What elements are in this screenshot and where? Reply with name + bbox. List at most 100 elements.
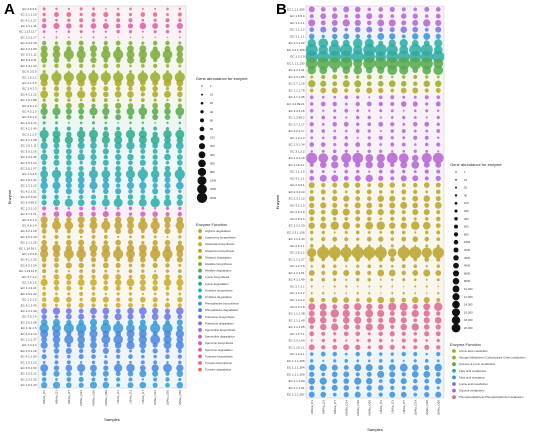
bubble-point: [52, 335, 61, 344]
bubble-point: [436, 345, 441, 350]
bubble-point: [78, 354, 84, 360]
bubble-point: [153, 354, 157, 359]
bubble-point: [178, 98, 182, 102]
bubble-point: [434, 39, 443, 48]
bubble-point: [178, 115, 182, 119]
bubble-point: [343, 182, 350, 189]
enzyme-tick-label: EC 1.2.1.51: [289, 271, 305, 275]
bubble-point: [354, 391, 361, 398]
bubble-point: [367, 34, 372, 39]
bubble-point: [116, 149, 121, 154]
bubble-point: [342, 316, 350, 324]
bubble-point: [115, 273, 121, 280]
bubble-point: [116, 70, 120, 73]
bubble-point: [367, 122, 372, 127]
bubble-point: [164, 188, 171, 195]
bubble-point: [54, 360, 59, 365]
row-band: [306, 208, 444, 216]
bubble-point: [103, 240, 109, 245]
bubble-point: [305, 57, 318, 70]
bubble-point: [436, 237, 441, 242]
bubble-point: [411, 221, 420, 230]
bubble-point: [41, 302, 47, 308]
bubble-point: [424, 135, 429, 140]
bubble-point: [165, 212, 170, 217]
bubble-point: [308, 303, 316, 311]
bubble-point: [54, 177, 59, 183]
bubble-point: [351, 246, 364, 259]
size-legend-dot: [197, 184, 207, 195]
bubble-point: [127, 91, 134, 98]
bubble-point: [66, 296, 72, 303]
bubble-point: [127, 103, 134, 109]
bubble-point: [320, 391, 327, 398]
bubble-point: [424, 95, 429, 100]
bubble-point: [66, 354, 71, 359]
bubble-point: [320, 13, 327, 20]
bubble-point: [42, 115, 47, 120]
bubble-point: [423, 303, 431, 311]
bubble-point: [53, 45, 60, 53]
row-band: [306, 215, 444, 223]
bubble-point: [437, 292, 440, 295]
bubble-point: [152, 297, 158, 303]
size-legend-dot: [452, 270, 460, 277]
bubble-point: [53, 57, 60, 63]
bubble-point: [42, 349, 46, 353]
size-legend-label: 10,000: [464, 287, 473, 291]
row-band: [306, 168, 444, 175]
bubble-point: [390, 88, 395, 93]
bubble-point: [53, 86, 60, 92]
plot-area: [305, 5, 445, 399]
row-band: [38, 188, 186, 195]
bubble-point: [413, 264, 418, 269]
bubble-point: [127, 336, 134, 343]
size-legend-label: 16,000: [464, 310, 473, 314]
bubble-point: [332, 270, 338, 276]
bubble-point: [378, 101, 383, 107]
bubble-point: [164, 153, 171, 161]
row-band: [38, 85, 186, 92]
bubble-point: [378, 331, 383, 337]
bubble-point: [137, 72, 148, 83]
bubble-point: [436, 115, 440, 120]
bubble-point: [42, 30, 46, 34]
bubble-point: [412, 13, 418, 19]
bubble-point: [52, 50, 61, 59]
bubble-point: [400, 80, 407, 87]
bubble-point: [54, 12, 59, 18]
enzyme-tick-label: EC 1.2.1.5: [22, 298, 37, 302]
enzyme-tick-label: EC 4.2.1.51: [21, 189, 37, 193]
bubble-point: [437, 285, 440, 288]
row-band: [306, 262, 444, 270]
bubble-point: [378, 338, 383, 343]
bubble-point: [413, 135, 418, 140]
bubble-point: [66, 131, 72, 137]
size-legend-title: Gene abundance for enzyme: [196, 76, 248, 81]
enzyme-tick-label: EC 2.6.1.42: [21, 292, 37, 296]
bubble-point: [356, 264, 360, 268]
bubble-point: [320, 7, 326, 12]
bubble-point: [368, 109, 371, 112]
bubble-point: [65, 182, 72, 189]
bubble-point: [366, 74, 372, 80]
bubble-point: [434, 363, 443, 372]
bubble-point: [413, 116, 417, 119]
bubble-point: [115, 102, 122, 109]
bubble-point: [412, 270, 419, 276]
bubble-point: [150, 72, 161, 83]
bubble-point: [165, 286, 170, 291]
bubble-point: [51, 169, 62, 179]
bubble-point: [114, 221, 123, 230]
bubble-point: [176, 278, 184, 287]
function-legend-label: Quinone & 2-iron metabolism: [459, 362, 496, 366]
bubble-point: [113, 248, 124, 260]
bubble-point: [308, 222, 315, 229]
bubble-point: [356, 237, 360, 241]
bubble-point: [140, 115, 145, 120]
bubble-point: [412, 182, 418, 188]
bubble-point: [90, 364, 97, 372]
bubble-point: [79, 361, 83, 364]
bubble-point: [432, 152, 444, 164]
bubble-point: [353, 38, 363, 48]
